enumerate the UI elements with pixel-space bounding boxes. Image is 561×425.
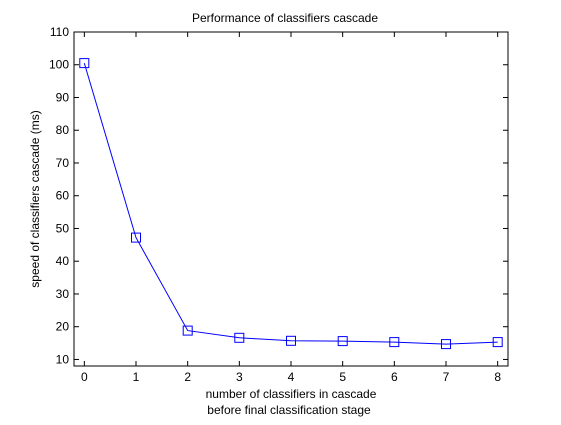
x-tick-label: 1 <box>133 370 140 384</box>
y-axis-label: speed of classifiers cascade (ms) <box>28 110 42 287</box>
data-point-marker <box>182 325 193 336</box>
data-point-marker <box>131 232 141 243</box>
data-point-marker <box>389 337 400 348</box>
y-tick-label: 10 <box>56 352 70 366</box>
data-point-marker <box>441 339 451 350</box>
series-layer <box>79 58 503 350</box>
data-point-marker <box>337 336 348 347</box>
y-tick-label: 50 <box>56 221 70 235</box>
y-axis: 10 20 30 40 50 60 70 80 90 100 110 <box>49 25 508 366</box>
plot-area <box>73 31 509 367</box>
y-tick-label: 110 <box>50 25 69 39</box>
y-tick-label: 20 <box>56 320 70 334</box>
data-point-marker <box>234 332 245 343</box>
data-point-marker <box>492 337 503 348</box>
x-axis: 0 1 2 3 4 5 6 7 8 <box>81 32 501 384</box>
data-point-marker <box>79 58 90 69</box>
y-tick-label: 90 <box>56 90 70 104</box>
series-line <box>83 62 498 345</box>
y-tick-label: 70 <box>56 156 70 170</box>
x-tick-label: 8 <box>494 370 501 384</box>
y-tick-label: 100 <box>49 58 69 72</box>
x-tick-label: 0 <box>81 370 88 384</box>
y-tick-label: 30 <box>56 287 70 301</box>
data-point-marker <box>286 335 296 346</box>
x-tick-label: 3 <box>236 370 243 384</box>
x-tick-label: 7 <box>443 370 450 384</box>
chart-title: Performance of classifiers cascade <box>192 11 378 25</box>
y-tick-label: 80 <box>56 123 70 137</box>
x-tick-label: 5 <box>339 370 346 384</box>
x-axis-label: number of classifiers in cascade <box>206 387 377 401</box>
y-tick-label: 60 <box>56 189 70 203</box>
x-tick-label: 2 <box>184 370 191 384</box>
x-tick-label: 6 <box>391 370 398 384</box>
x-axis-label-line2: before final classification stage <box>207 403 371 417</box>
y-tick-label: 40 <box>56 254 70 268</box>
x-tick-label: 4 <box>288 370 295 384</box>
